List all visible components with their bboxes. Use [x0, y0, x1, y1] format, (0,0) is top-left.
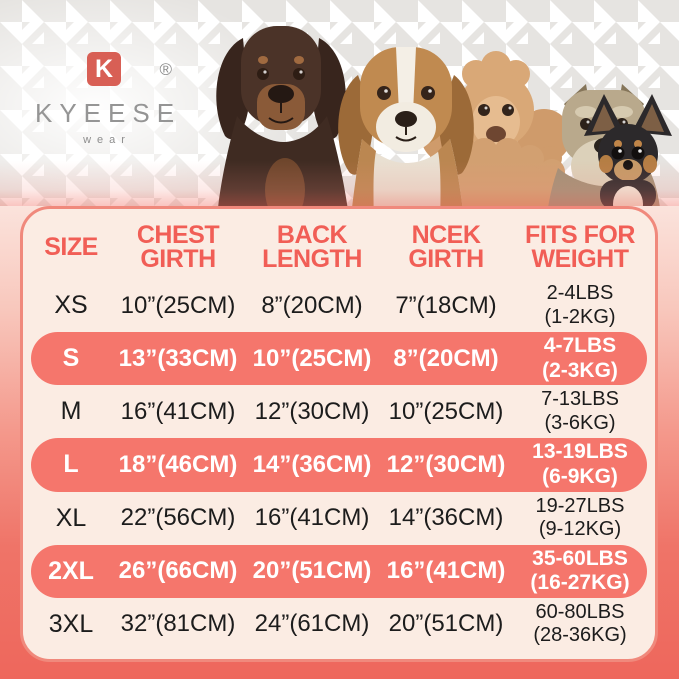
chest-value: 18”(46CM) — [118, 450, 238, 478]
back-value: 8”(20CM) — [261, 291, 363, 319]
neck-value: 16”(41CM) — [386, 557, 506, 585]
back-value: 12”(30CM) — [254, 397, 370, 425]
weight-value: 7-13LBS (3-6KG) — [541, 388, 619, 434]
size-label: 2XL — [48, 556, 94, 585]
size-label: XS — [54, 291, 88, 320]
neck-value: 10”(25CM) — [388, 397, 504, 425]
back-value: 14”(36CM) — [252, 450, 372, 478]
lower-section: SIZE CHEST GIRTH BACK LENGTH NCEK GIRTH FIT… — [0, 206, 679, 679]
back-value: 10”(25CM) — [252, 344, 372, 372]
table-row-m: M 16”(41CM) 12”(30CM) 10”(25CM) 7-13LBS(… — [23, 385, 655, 438]
neck-value: 12”(30CM) — [386, 450, 506, 478]
col-header-size: SIZE — [44, 232, 98, 261]
size-table: SIZE CHEST GIRTH BACK LENGTH NCEK GIRTH FIT… — [20, 206, 658, 662]
col-header-chest-girth: CHEST GIRTH — [136, 220, 220, 273]
weight-value: 2-4LBS (1-2KG) — [544, 281, 616, 328]
brand-k-icon: K — [87, 52, 121, 86]
dog-chihuahua — [584, 94, 672, 206]
chest-value: 13”(33CM) — [118, 344, 238, 372]
table-row-l: L 18”(46CM) 14”(36CM) 12”(30CM) 13-19LBS… — [31, 438, 647, 492]
chest-value: 10”(25CM) — [120, 291, 236, 319]
size-label: M — [60, 397, 82, 426]
neck-value: 20”(51CM) — [388, 610, 504, 638]
size-label: S — [62, 344, 80, 373]
chest-value: 22”(56CM) — [120, 504, 236, 532]
table-row-xl: XL 22”(56CM) 16”(41CM) 14”(36CM) 19-27LB… — [23, 492, 655, 545]
weight-value: 19-27LBS (9-12KG) — [535, 494, 625, 541]
table-row-s: S 13”(33CM) 10”(25CM) 8”(20CM) 4-7LBS (2-… — [31, 332, 647, 386]
weight-value: 60-80LBS (28-36KG) — [533, 600, 627, 647]
size-label: XL — [55, 503, 87, 532]
col-header-neck-girth: NCEK GIRTH — [408, 220, 484, 273]
registered-mark: ® — [159, 60, 172, 79]
neck-value: 7”(18CM) — [395, 291, 497, 319]
size-label: 3XL — [48, 609, 94, 638]
chest-value: 16”(41CM) — [120, 397, 236, 425]
table-row-xs: XS 10”(25CM) 8”(20CM) 7”(18CM) 2-4LBS (1-… — [23, 279, 655, 332]
chest-value: 32”(81CM) — [120, 610, 236, 638]
col-header-back-length: BACK LENGTH — [262, 220, 362, 273]
neck-value: 14”(36CM) — [388, 504, 504, 532]
brand-subtitle: wear — [83, 134, 131, 146]
dogs-lineup — [216, 26, 672, 206]
chest-value: 26”(66CM) — [118, 557, 238, 585]
dog-doberman — [216, 26, 348, 206]
weight-value: 4-7LBS (2-3KG) — [542, 333, 618, 382]
size-label: L — [63, 450, 79, 479]
hero-bottom-tint — [0, 0, 679, 206]
brand-name: KYEESE — [35, 98, 182, 128]
weight-value: 13-19LBS (6-9KG) — [532, 440, 628, 488]
back-value: 24”(61CM) — [254, 610, 370, 638]
back-value: 16”(41CM) — [254, 504, 370, 532]
weight-value: 35-60LBS (16-27KG) — [530, 546, 630, 595]
back-value: 20”(51CM) — [252, 557, 372, 585]
table-header-row: SIZE CHEST GIRTH BACK LENGTH NCEK GIRTH FIT… — [23, 215, 655, 279]
brand-logo: K ® KYEESE wear — [28, 52, 180, 146]
dog-beagle — [338, 47, 474, 206]
hero-section: K ® KYEESE wear — [0, 0, 679, 206]
table-row-2xl: 2XL 26”(66CM) 20”(51CM) 16”(41CM) 35-60L… — [31, 544, 647, 598]
neck-value: 8”(20CM) — [393, 344, 499, 372]
col-header-fits-for-weight: FITS FOR WEIGHT — [525, 220, 635, 273]
table-row-3xl: 3XL 32”(81CM) 24”(61CM) 20”(51CM) 60-80L… — [23, 598, 655, 651]
